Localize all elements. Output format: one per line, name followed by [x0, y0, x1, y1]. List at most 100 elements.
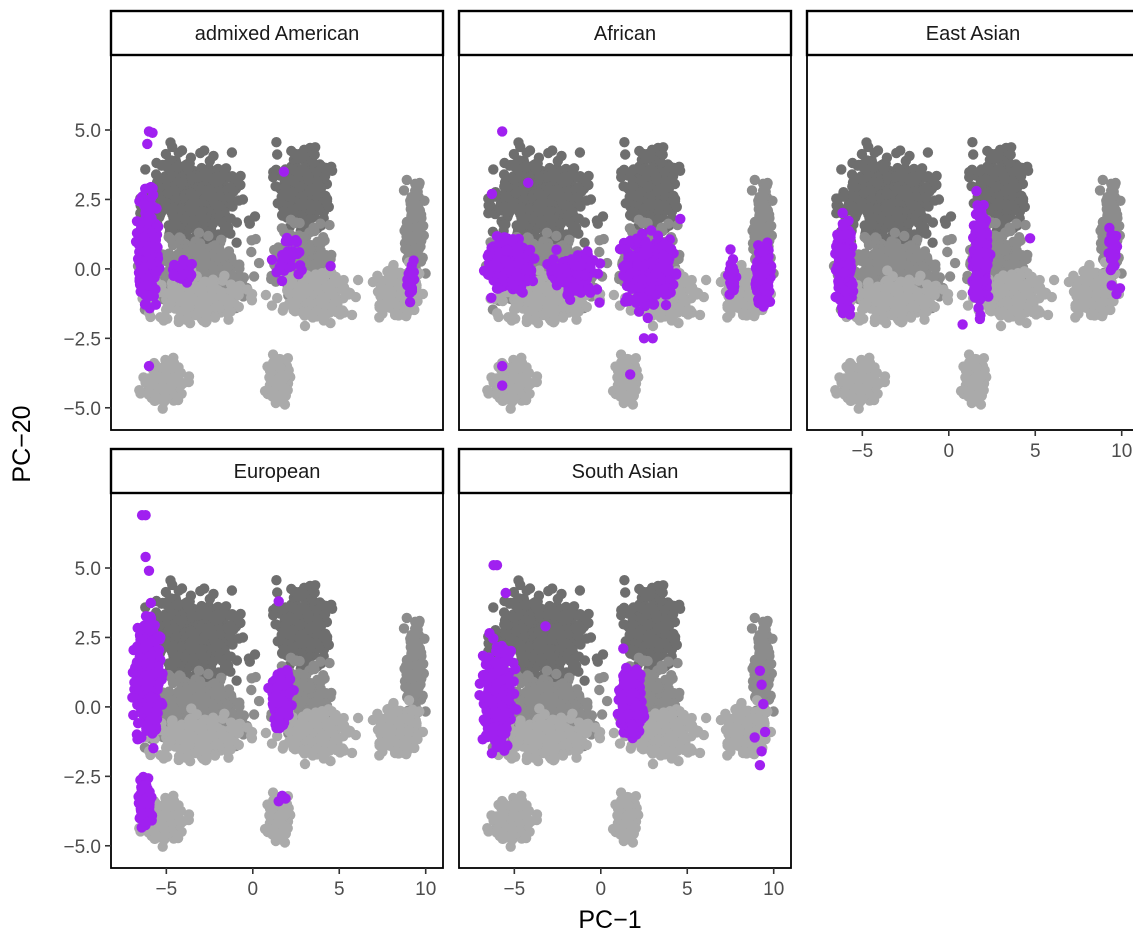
background-point: [188, 244, 198, 254]
background-point: [309, 226, 319, 236]
highlight-point: [139, 199, 149, 209]
background-point: [295, 182, 305, 192]
background-point: [509, 149, 519, 159]
background-point: [205, 192, 215, 202]
background-point: [225, 182, 235, 192]
background-point: [289, 165, 299, 175]
background-point: [593, 219, 603, 229]
background-point: [159, 315, 169, 325]
background-point: [575, 147, 585, 157]
background-point: [281, 370, 291, 380]
background-point: [219, 271, 229, 281]
background-point: [314, 252, 324, 262]
background-point: [659, 200, 669, 210]
highlight-point: [279, 167, 289, 177]
background-point: [150, 371, 160, 381]
background-point: [177, 177, 187, 187]
highlight-point: [141, 246, 151, 256]
background-point: [235, 171, 245, 181]
background-point: [234, 263, 244, 273]
background-point: [638, 149, 648, 159]
highlight-point: [408, 269, 418, 279]
background-point: [169, 185, 179, 195]
background-point: [504, 161, 514, 171]
background-point: [196, 184, 206, 194]
highlight-point: [139, 232, 149, 242]
background-point: [188, 215, 198, 225]
background-point: [566, 170, 576, 180]
background-point: [574, 214, 584, 224]
background-point: [573, 229, 583, 239]
background-point: [536, 215, 546, 225]
highlight-point: [186, 270, 196, 280]
background-point: [160, 371, 170, 381]
background-point: [321, 196, 331, 206]
background-point: [387, 276, 397, 286]
background-point: [508, 174, 518, 184]
background-point: [175, 368, 185, 378]
background-point: [231, 286, 241, 296]
highlight-point: [144, 361, 154, 371]
background-point: [637, 165, 647, 175]
background-point: [583, 171, 593, 181]
background-point: [245, 219, 255, 229]
background-point: [254, 258, 264, 268]
background-point: [174, 232, 184, 242]
background-point: [203, 231, 213, 241]
background-point: [311, 200, 321, 210]
background-point: [168, 203, 178, 213]
background-point: [374, 312, 384, 322]
background-point: [160, 174, 170, 184]
highlight-point: [282, 233, 292, 243]
background-point: [343, 289, 353, 299]
background-point: [393, 310, 403, 320]
background-point: [174, 313, 184, 323]
background-point: [279, 390, 289, 400]
background-point: [290, 306, 300, 316]
highlight-point: [407, 286, 417, 296]
background-point: [210, 312, 220, 322]
background-point: [225, 229, 235, 239]
background-point: [271, 137, 281, 147]
background-point: [310, 150, 320, 160]
highlight-point: [408, 255, 418, 265]
background-point: [383, 266, 393, 276]
background-point: [278, 188, 288, 198]
background-point: [216, 252, 226, 262]
background-point: [208, 284, 218, 294]
background-point: [520, 162, 530, 172]
background-point: [665, 162, 675, 172]
background-point: [522, 232, 532, 242]
background-point: [298, 165, 308, 175]
background-point: [218, 170, 228, 180]
facet-title: admixed American: [195, 23, 360, 45]
background-point: [499, 181, 509, 191]
background-point: [626, 188, 636, 198]
background-point: [231, 238, 241, 248]
y-tick-label: 5.0: [75, 121, 101, 142]
background-point: [517, 220, 527, 230]
background-point: [207, 261, 217, 271]
background-point: [264, 372, 274, 382]
background-point: [226, 214, 236, 224]
background-point: [347, 310, 357, 320]
background-point: [553, 192, 563, 202]
y-tick-label: −5.0: [63, 399, 101, 420]
background-point: [763, 222, 773, 232]
background-point: [579, 238, 589, 248]
background-point: [383, 298, 393, 308]
background-point: [326, 279, 336, 289]
background-point: [247, 289, 257, 299]
background-point: [208, 219, 218, 229]
background-point: [246, 235, 256, 245]
highlight-point: [138, 264, 148, 274]
background-point: [573, 182, 583, 192]
facet-title: African: [594, 23, 656, 45]
background-point: [654, 185, 664, 195]
background-point: [542, 172, 552, 182]
background-point: [522, 148, 532, 158]
background-point: [516, 203, 526, 213]
background-point: [764, 211, 774, 221]
background-point: [186, 188, 196, 198]
